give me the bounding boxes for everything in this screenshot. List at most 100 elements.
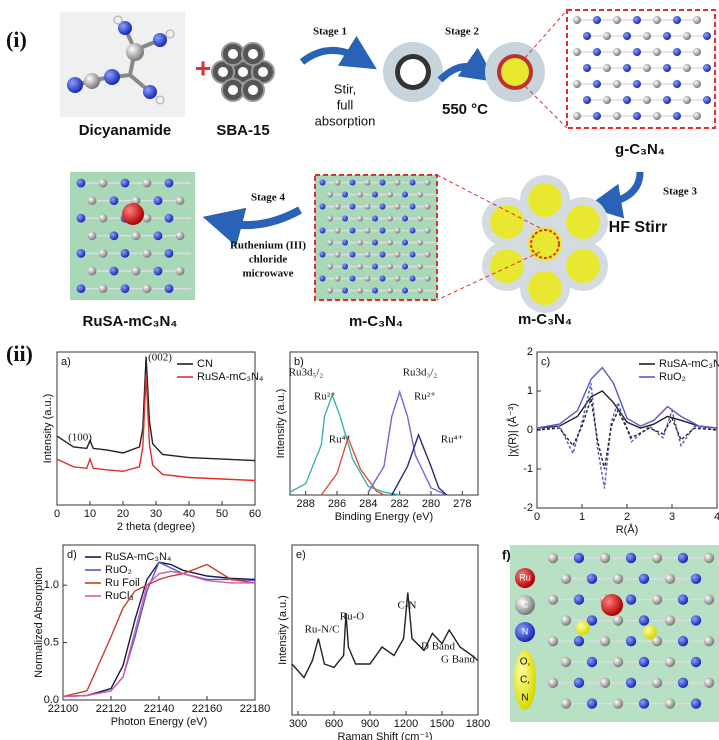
x-axis-label: Raman Shift (cm⁻¹) (337, 731, 432, 740)
atom (665, 574, 675, 584)
atom (633, 112, 641, 120)
stage-label: Stage 2 (445, 26, 479, 38)
atom (613, 16, 621, 24)
atom (417, 288, 423, 294)
atom (633, 16, 641, 24)
atom (372, 216, 378, 222)
atom (639, 615, 649, 625)
atom (613, 698, 623, 708)
atom (372, 288, 378, 294)
annotation: C-N (398, 600, 417, 612)
atom (417, 192, 423, 198)
atom (652, 678, 662, 688)
atom (691, 574, 701, 584)
atom (380, 204, 386, 210)
atom (395, 252, 401, 258)
atom (693, 80, 701, 88)
atom (410, 252, 416, 258)
label-product: RuSA-mC₃N₄ (83, 313, 178, 330)
atom (583, 64, 591, 72)
legend-label: N (521, 693, 528, 704)
atom (417, 264, 423, 270)
annotation: Ru3d₅/₂ (289, 367, 324, 379)
atom (320, 180, 326, 186)
y-tick-label: 1 (527, 385, 533, 397)
pore (228, 49, 238, 59)
atom (380, 180, 386, 186)
atom (121, 249, 130, 258)
atom (583, 96, 591, 104)
atom (99, 179, 108, 188)
atom (380, 228, 386, 234)
atom (665, 615, 675, 625)
x-tick-label: 22140 (144, 703, 175, 715)
annotation: Ru⁴⁺ (441, 434, 464, 446)
atom (643, 96, 651, 104)
x-axis-label: Binding Energy (eV) (335, 511, 433, 523)
atom (561, 698, 571, 708)
atom (357, 264, 363, 270)
legend-label: RuO₂ (105, 564, 132, 576)
part-label: (i) (6, 27, 27, 52)
atom (335, 252, 341, 258)
x-tick-label: 286 (328, 498, 346, 510)
pore (238, 67, 248, 77)
atom (165, 249, 174, 258)
atom (335, 228, 341, 234)
annotation: (002) (148, 352, 172, 364)
figure: (i) Dicyanamide + SBA-15 Stage 1 Stir, f… (0, 0, 719, 740)
atom (665, 657, 675, 667)
atom (410, 228, 416, 234)
atom (410, 204, 416, 210)
atom (623, 32, 631, 40)
x-tick-label: 300 (289, 718, 307, 730)
atom (663, 32, 671, 40)
y-tick-label: 0 (527, 424, 533, 436)
atom (603, 96, 611, 104)
x-tick-label: 60 (249, 508, 261, 520)
pore (490, 249, 524, 283)
y-tick-label: -1 (523, 463, 533, 475)
atom (626, 553, 636, 563)
atom (387, 240, 393, 246)
atom (673, 80, 681, 88)
atom (320, 228, 326, 234)
pore (228, 85, 238, 95)
atom (691, 615, 701, 625)
atom (639, 698, 649, 708)
atom (132, 267, 141, 276)
atom (425, 252, 431, 258)
atom (99, 214, 108, 223)
label-sba: SBA-15 (216, 122, 269, 139)
stage-text: absorption (315, 113, 376, 128)
atom (603, 32, 611, 40)
atom (121, 179, 130, 188)
atom (143, 284, 152, 293)
atom (387, 216, 393, 222)
label-dicyanamide: Dicyanamide (79, 122, 172, 139)
y-axis-label: |χ(R)| (Å⁻³) (506, 403, 519, 457)
atom (327, 192, 333, 198)
atom (600, 553, 610, 563)
atom (365, 276, 371, 282)
atom (342, 264, 348, 270)
panel-label: a) (61, 356, 71, 368)
atom (653, 80, 661, 88)
legend-label: Ru Foil (105, 577, 140, 589)
atom (613, 574, 623, 584)
atom (395, 228, 401, 234)
atom (110, 196, 119, 205)
atom (425, 180, 431, 186)
x-tick-label: 1200 (394, 718, 418, 730)
legend-label: RuSA-mC₃N₄ (105, 551, 172, 563)
atom (665, 698, 675, 708)
atom (320, 252, 326, 258)
atom (587, 657, 597, 667)
x-axis-label: Photon Energy (eV) (111, 716, 208, 728)
x-tick-label: 282 (390, 498, 408, 510)
atom (165, 179, 174, 188)
atom (387, 288, 393, 294)
atom (703, 96, 711, 104)
pore (490, 205, 524, 239)
atom (327, 240, 333, 246)
